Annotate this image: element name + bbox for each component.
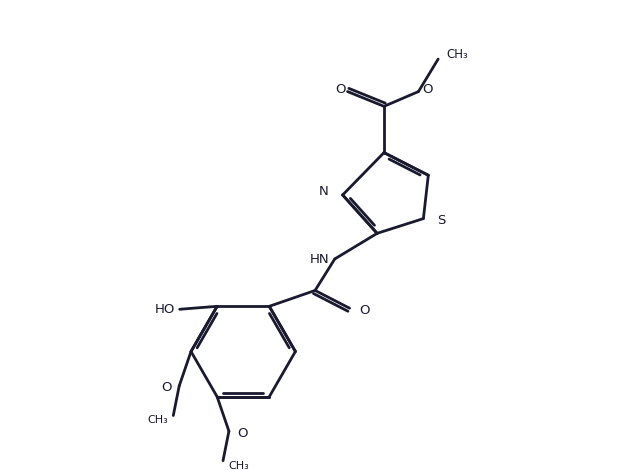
Text: CH₃: CH₃ — [446, 47, 468, 61]
Text: HO: HO — [154, 303, 175, 316]
Text: O: O — [422, 83, 433, 96]
Text: O: O — [360, 304, 370, 317]
Text: HN: HN — [310, 253, 330, 266]
Text: O: O — [335, 83, 346, 96]
Text: CH₃: CH₃ — [148, 415, 168, 425]
Text: O: O — [237, 427, 247, 439]
Text: O: O — [161, 382, 172, 394]
Text: N: N — [319, 186, 329, 198]
Text: S: S — [437, 214, 445, 227]
Text: CH₃: CH₃ — [228, 461, 249, 470]
